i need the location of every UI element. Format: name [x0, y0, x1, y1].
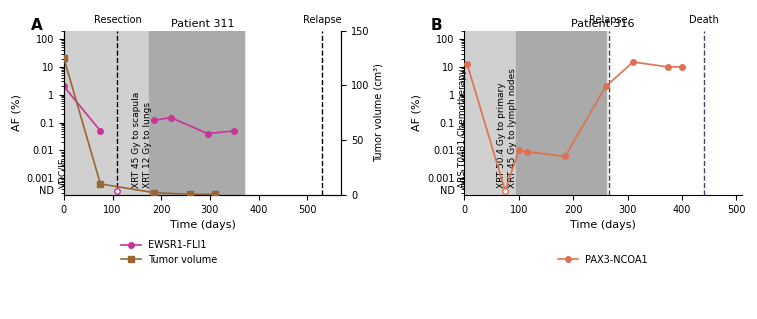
X-axis label: Time (days): Time (days): [570, 220, 636, 230]
Title: Patient 316: Patient 316: [572, 19, 635, 29]
Text: Resection: Resection: [94, 15, 142, 25]
Text: VDC/IE: VDC/IE: [59, 157, 68, 188]
Y-axis label: AF (%): AF (%): [412, 94, 422, 131]
Bar: [64, 31, 244, 195]
Text: ND: ND: [440, 186, 455, 196]
Text: ND: ND: [39, 186, 55, 196]
Text: A: A: [30, 18, 42, 33]
Text: XRT 50.4 Gy to primary
XRT 45 Gy to lymph nodes: XRT 50.4 Gy to primary XRT 45 Gy to lymp…: [497, 68, 516, 188]
Bar: [464, 31, 606, 195]
Bar: [516, 31, 606, 195]
Text: Relapse: Relapse: [303, 15, 341, 25]
Y-axis label: Tumor volume (cm³): Tumor volume (cm³): [374, 63, 384, 162]
Y-axis label: AF (%): AF (%): [11, 94, 21, 131]
Text: XRT 45 Gy to scapula
XRT 12 Gy to lungs: XRT 45 Gy to scapula XRT 12 Gy to lungs: [132, 92, 151, 188]
X-axis label: Time (days): Time (days): [170, 220, 235, 230]
Text: ARS T0431 Chemotherapy: ARS T0431 Chemotherapy: [458, 68, 467, 188]
Text: Death: Death: [689, 15, 718, 25]
Bar: [149, 31, 244, 195]
Legend: PAX3-NCOA1: PAX3-NCOA1: [554, 251, 652, 269]
Text: Relapse: Relapse: [589, 15, 628, 25]
Legend: EWSR1-FLI1, Tumor volume: EWSR1-FLI1, Tumor volume: [117, 236, 222, 269]
Title: Patient 311: Patient 311: [171, 19, 235, 29]
Text: B: B: [431, 18, 443, 33]
